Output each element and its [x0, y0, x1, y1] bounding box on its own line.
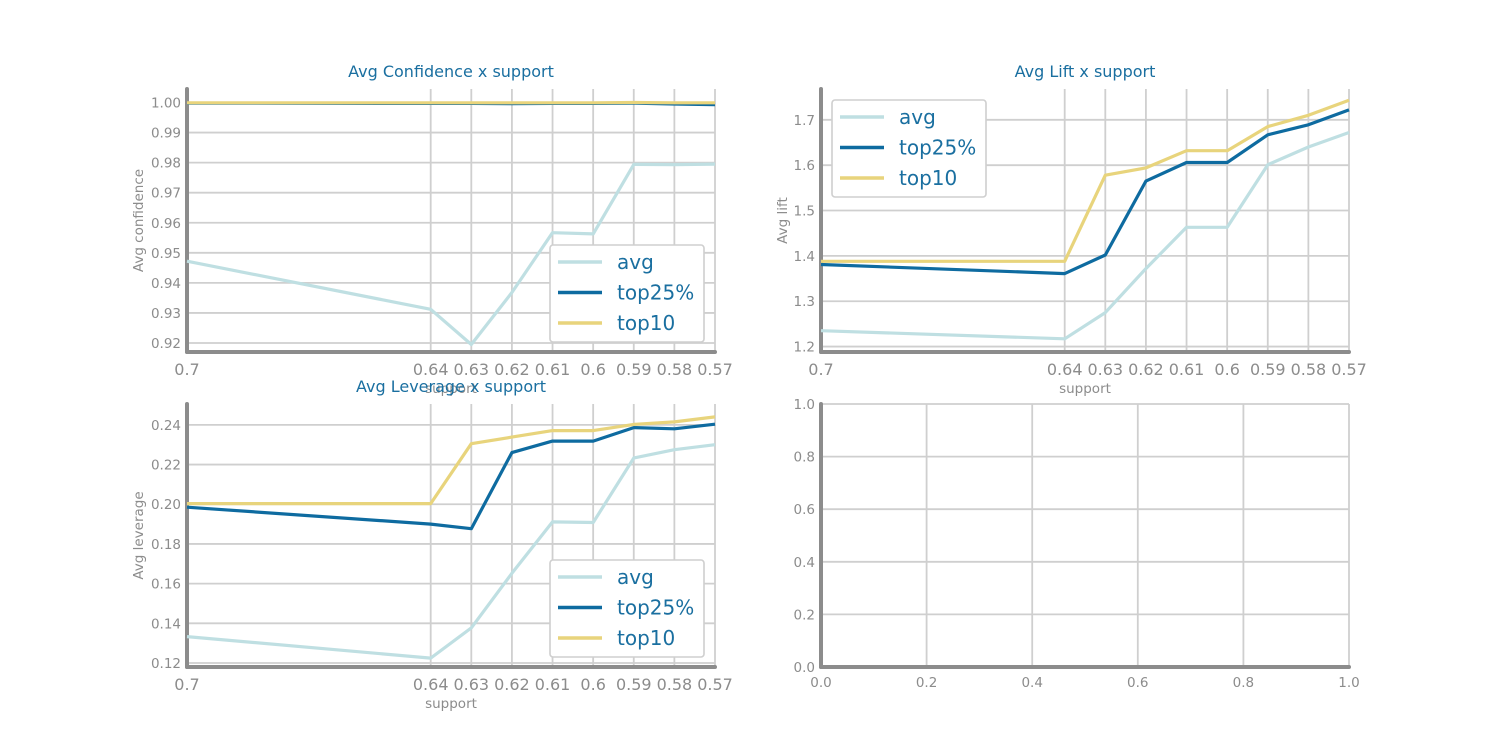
- x-tick-label: 0.7: [174, 360, 199, 379]
- series-line-avg: [186, 443, 716, 660]
- x-tick-label: 0.58: [657, 675, 693, 694]
- y-tick-label: 0.16: [151, 577, 181, 593]
- y-tick-label: 0.97: [151, 186, 181, 202]
- y-tick-label: 0.12: [151, 656, 181, 672]
- x-tick-label: 0.7: [174, 675, 199, 694]
- x-axis-label: support: [1059, 381, 1111, 397]
- x-tick-label: 0.59: [616, 360, 652, 379]
- series-line-top10: [187, 415, 716, 506]
- y-tick-label: 0.4: [794, 555, 815, 571]
- y-tick-label: 1.2: [794, 340, 815, 356]
- chart-title: Avg Confidence x support: [348, 62, 554, 81]
- chart-title: Avg Lift x support: [1015, 62, 1156, 81]
- x-tick-label: 0.61: [535, 360, 571, 379]
- series-line-avg: [186, 162, 716, 347]
- y-tick-label: 1.5: [794, 204, 815, 220]
- y-tick-label: 0.99: [151, 126, 181, 142]
- y-tick-label: 0.92: [151, 336, 181, 352]
- y-tick-label: 0.98: [151, 156, 181, 172]
- x-tick-label: 0.4: [1021, 675, 1042, 691]
- y-axis-label: Avg confidence: [131, 169, 147, 272]
- x-tick-label: 1.0: [1338, 675, 1359, 691]
- y-tick-label: 0.8: [794, 450, 815, 466]
- chart-panel-3: 0.12 0.14 0.16 0.18 0.20 0.22 0.24 0.7 0.64 0.63 0…: [131, 377, 733, 712]
- y-tick-label: 0.96: [151, 216, 181, 232]
- legend-label: avg: [899, 105, 936, 129]
- legend-frame: [549, 244, 705, 343]
- y-tick-label: 1.00: [151, 96, 181, 112]
- legend-label: top10: [617, 311, 675, 335]
- x-tick-label: 0.62: [494, 675, 530, 694]
- y-tick-label: 1.0: [794, 397, 815, 413]
- x-tick-label: 0.6: [580, 360, 605, 379]
- legend-frame: [831, 99, 987, 198]
- legend: avg top25% top10: [549, 244, 705, 343]
- grid: [820, 403, 1350, 668]
- chart-panel-1: 0.92 0.93 0.94 0.95 0.96 0.97 0.98 0.99 1.00 0.7 0…: [131, 62, 733, 397]
- x-tick-label: 0.6: [580, 675, 605, 694]
- x-tick-label: 0.0: [810, 675, 831, 691]
- x-tick-label: 0.6: [1127, 675, 1148, 691]
- x-axis-label: support: [425, 696, 477, 712]
- x-tick-label: 0.58: [657, 360, 693, 379]
- series-line-top10: [821, 98, 1350, 263]
- y-tick-label: 0.0: [794, 660, 815, 676]
- x-tick-label: 0.59: [1250, 360, 1286, 379]
- legend-label: top10: [899, 166, 957, 190]
- x-tick-label: 0.63: [453, 675, 489, 694]
- series-line-top25: [186, 422, 716, 531]
- y-tick-label: 1.6: [794, 158, 815, 174]
- chart-panel-2: 1.2 1.3 1.4 1.5 1.6 1.7 0.7 0.64 0.63 0.62 0.61 0.6…: [775, 62, 1367, 397]
- x-tick-label: 0.59: [616, 675, 652, 694]
- y-tick-label: 0.20: [151, 497, 181, 513]
- y-tick-label: 0.2: [794, 607, 815, 623]
- legend-label: top25%: [899, 136, 976, 160]
- legend: avg top25% top10: [549, 559, 705, 658]
- x-tick-label: 0.61: [1169, 360, 1205, 379]
- y-tick-label: 0.14: [151, 616, 181, 632]
- x-tick-label: 0.62: [494, 360, 530, 379]
- y-axis-label: Avg leverage: [131, 491, 147, 579]
- x-tick-label: 0.63: [453, 360, 489, 379]
- y-tick-label: 1.3: [794, 294, 815, 310]
- legend-label: top10: [617, 626, 675, 650]
- legend-label: top25%: [617, 281, 694, 305]
- x-tick-label: 0.57: [697, 675, 733, 694]
- x-tick-label: 0.63: [1087, 360, 1123, 379]
- x-tick-label: 0.64: [1047, 360, 1083, 379]
- chart-panel-4: 0.0 0.2 0.4 0.6 0.8 1.0 0.0 0.2 0.4 0.6 0.8 1.0: [794, 397, 1360, 691]
- series-line-top25: [820, 108, 1350, 276]
- y-tick-label: 0.95: [151, 246, 181, 262]
- legend-label: top25%: [617, 596, 694, 620]
- chart-title: Avg Leverage x support: [356, 377, 546, 396]
- y-tick-label: 1.4: [794, 249, 815, 265]
- x-tick-label: 0.6: [1214, 360, 1239, 379]
- y-tick-label: 0.22: [151, 458, 181, 474]
- legend-label: avg: [617, 565, 654, 589]
- x-axis-label: support: [425, 381, 477, 397]
- x-tick-label: 0.7: [808, 360, 833, 379]
- x-tick-label: 0.8: [1233, 675, 1254, 691]
- legend: avg top25% top10: [831, 99, 987, 198]
- x-tick-label: 0.57: [697, 360, 733, 379]
- y-tick-label: 1.7: [794, 113, 815, 129]
- x-tick-label: 0.64: [413, 360, 449, 379]
- legend-frame: [549, 559, 705, 658]
- x-tick-label: 0.2: [916, 675, 937, 691]
- y-tick-label: 0.18: [151, 537, 181, 553]
- x-tick-label: 0.62: [1128, 360, 1164, 379]
- y-tick-label: 0.94: [151, 276, 181, 292]
- x-tick-label: 0.61: [535, 675, 571, 694]
- legend-label: avg: [617, 250, 654, 274]
- y-tick-label: 0.24: [151, 418, 181, 434]
- y-axis-label: Avg lift: [775, 197, 791, 244]
- x-tick-label: 0.57: [1331, 360, 1367, 379]
- series-line-avg: [820, 130, 1350, 341]
- y-tick-label: 0.93: [151, 306, 181, 322]
- x-tick-label: 0.64: [413, 675, 449, 694]
- x-tick-label: 0.58: [1291, 360, 1327, 379]
- y-tick-label: 0.6: [794, 502, 815, 518]
